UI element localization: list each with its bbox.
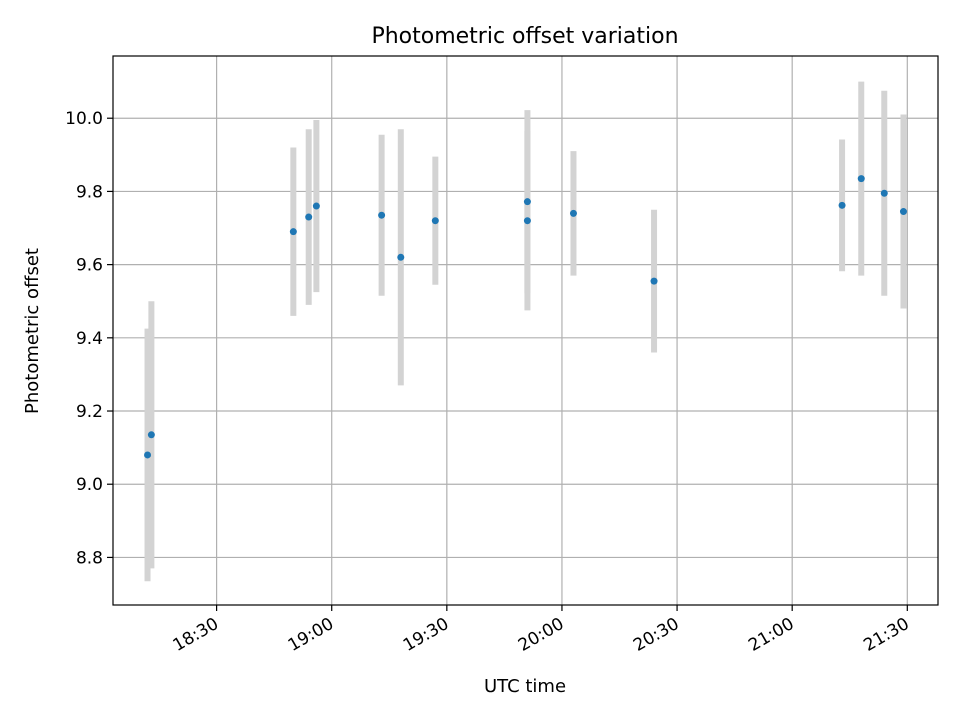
chart-title: Photometric offset variation — [371, 24, 678, 49]
data-point — [523, 198, 531, 206]
plot-frame — [112, 55, 939, 606]
y-tick-label: 9.4 — [76, 329, 103, 349]
data-point — [857, 175, 865, 183]
data-point — [569, 209, 577, 217]
data-point — [312, 202, 320, 210]
data-point — [289, 228, 297, 236]
data-point — [397, 253, 405, 261]
y-tick-label: 9.0 — [76, 475, 103, 495]
y-tick-label: 9.2 — [76, 402, 103, 422]
x-axis-label: UTC time — [484, 676, 566, 697]
y-axis-ticks: 8.8 9.0 9.2 9.4 9.6 9.8 10.0 — [65, 109, 113, 568]
data-points — [144, 175, 907, 459]
data-point — [378, 211, 386, 219]
data-point — [523, 217, 531, 225]
data-point — [650, 277, 658, 285]
data-point — [880, 189, 888, 197]
y-tick-label: 8.8 — [76, 548, 103, 568]
y-axis-label: Photometric offset — [22, 248, 43, 414]
y-tick-label: 9.8 — [76, 182, 103, 202]
data-point — [431, 217, 439, 225]
data-point — [899, 208, 907, 216]
y-tick-label: 10.0 — [65, 109, 103, 129]
y-tick-label: 9.6 — [76, 256, 103, 276]
data-point — [147, 431, 155, 439]
data-point — [838, 201, 846, 209]
data-point — [305, 213, 313, 221]
data-point — [144, 451, 152, 459]
